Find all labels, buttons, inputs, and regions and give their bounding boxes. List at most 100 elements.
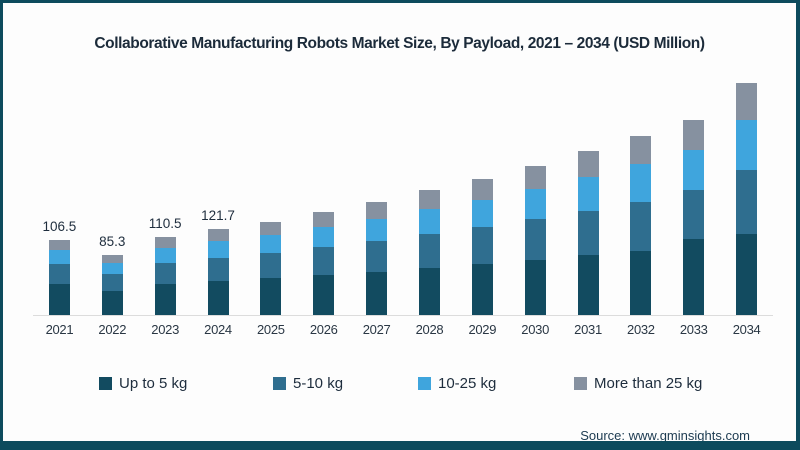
segment-up-to-5-kg [630, 250, 652, 315]
segment-5-10-kg [736, 169, 758, 234]
segment-up-to-5-kg [313, 274, 335, 315]
legend-swatch-icon [418, 377, 431, 390]
x-axis-label: 2027 [362, 322, 391, 337]
bottom-border [3, 441, 796, 450]
bar-2028 [418, 190, 440, 315]
bar-group-2023: 110.5 [139, 72, 192, 315]
segment-5-10-kg [260, 253, 282, 279]
x-axis-label: 2021 [45, 322, 74, 337]
segment-5-10-kg [683, 189, 705, 239]
segment-10-25-kg [101, 263, 123, 275]
segment-5-10-kg [207, 257, 229, 281]
bar-group-2024: 121.7 [192, 72, 245, 315]
segment-more-than-25-kg [524, 165, 546, 189]
segment-5-10-kg [577, 210, 599, 256]
bar-group-2034 [720, 72, 773, 315]
bar-group-2029 [456, 72, 509, 315]
plot-area: 106.5 85.3 110.5 121.7 [33, 72, 773, 315]
legend-label: 10-25 kg [438, 375, 497, 392]
legend-swatch-icon [273, 377, 286, 390]
legend-label: More than 25 kg [594, 375, 703, 392]
bar-total-label: 85.3 [99, 233, 126, 249]
x-axis-line [33, 315, 773, 316]
x-axis-label: 2033 [679, 322, 708, 337]
bar-group-2025 [244, 72, 297, 315]
legend-swatch-icon [99, 377, 112, 390]
segment-10-25-kg [418, 209, 440, 234]
segment-up-to-5-kg [260, 278, 282, 315]
segment-10-25-kg [736, 120, 758, 170]
legend-item-up-to-5-kg: Up to 5 kg [99, 375, 187, 392]
segment-up-to-5-kg [577, 255, 599, 315]
segment-5-10-kg [154, 262, 176, 284]
segment-up-to-5-kg [471, 264, 493, 315]
segment-5-10-kg [366, 241, 388, 272]
segment-more-than-25-kg [366, 202, 388, 219]
bars: 106.5 85.3 110.5 121.7 [33, 72, 773, 315]
segment-more-than-25-kg [207, 229, 229, 242]
segment-up-to-5-kg [101, 290, 123, 315]
x-axis-label: 2023 [151, 322, 180, 337]
bar-2026 [313, 211, 335, 315]
bar-2032 [630, 135, 652, 315]
segment-10-25-kg [471, 199, 493, 228]
bar-total-label: 121.7 [201, 208, 235, 224]
segment-5-10-kg [630, 201, 652, 251]
segment-more-than-25-kg [630, 135, 652, 165]
legend-label: 5-10 kg [293, 375, 344, 392]
x-axis-label: 2026 [309, 322, 338, 337]
segment-10-25-kg [524, 188, 546, 220]
segment-10-25-kg [207, 241, 229, 258]
segment-5-10-kg [101, 274, 123, 291]
segment-more-than-25-kg [154, 237, 176, 249]
legend-swatch-icon [574, 377, 587, 390]
segment-up-to-5-kg [366, 271, 388, 315]
bar-group-2031 [562, 72, 615, 315]
x-axis-label: 2031 [574, 322, 602, 337]
x-axis-label: 2022 [98, 322, 127, 337]
segment-up-to-5-kg [207, 280, 229, 315]
segment-10-25-kg [154, 248, 176, 263]
segment-more-than-25-kg [471, 179, 493, 200]
segment-up-to-5-kg [683, 238, 705, 315]
bar-2034 [736, 82, 758, 315]
bar-total-label: 110.5 [148, 216, 182, 232]
bar-group-2032 [614, 72, 667, 315]
source-text: Source: www.gminsights.com [580, 428, 750, 443]
segment-5-10-kg [524, 219, 546, 260]
bar-group-2028 [403, 72, 456, 315]
segment-5-10-kg [48, 264, 70, 284]
segment-more-than-25-kg [683, 119, 705, 150]
bar-total-label: 106.5 [42, 219, 77, 234]
bar-2033 [683, 119, 705, 315]
segment-5-10-kg [471, 227, 493, 265]
segment-10-25-kg [313, 226, 335, 248]
segment-10-25-kg [366, 218, 388, 242]
bar-2031 [577, 151, 599, 315]
bar-2023 [154, 237, 176, 315]
bar-2022 [101, 255, 123, 315]
segment-10-25-kg [630, 164, 652, 202]
chart-title: Collaborative Manufacturing Robots Marke… [94, 35, 705, 52]
bar-2021 [48, 240, 70, 315]
bar-group-2026 [297, 72, 350, 315]
segment-10-25-kg [260, 234, 282, 254]
bar-group-2030 [509, 72, 562, 315]
bar-2029 [471, 179, 493, 315]
bar-2027 [366, 202, 388, 315]
segment-5-10-kg [418, 233, 440, 268]
legend: Up to 5 kg 5-10 kg 10-25 kg More than 25 kg [3, 375, 796, 395]
x-axis-label: 2034 [732, 322, 761, 337]
segment-up-to-5-kg [418, 267, 440, 315]
bar-group-2027 [350, 72, 403, 315]
x-axis-label: 2029 [468, 322, 497, 337]
legend-label: Up to 5 kg [119, 375, 188, 392]
x-axis-label: 2030 [521, 322, 550, 337]
legend-item-more-than-25-kg: More than 25 kg [574, 375, 702, 392]
bar-2030 [524, 165, 546, 315]
segment-up-to-5-kg [48, 284, 70, 315]
x-axis-label: 2025 [257, 322, 285, 337]
x-axis-label: 2032 [627, 322, 655, 337]
segment-up-to-5-kg [524, 259, 546, 315]
segment-10-25-kg [683, 149, 705, 190]
